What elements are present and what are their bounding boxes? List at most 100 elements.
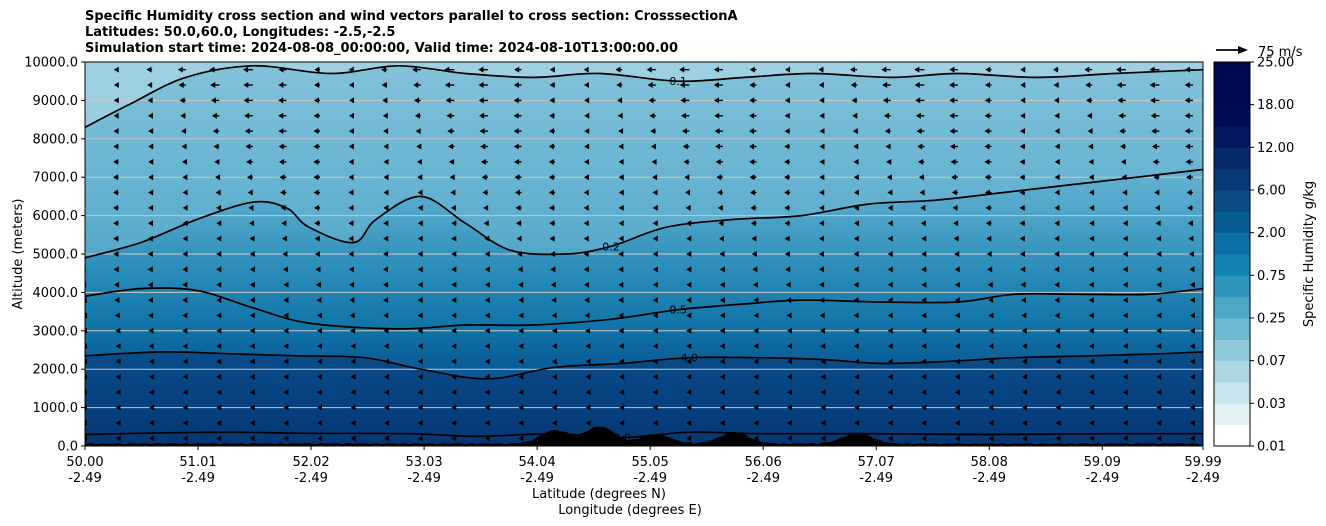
wind-vector bbox=[249, 419, 255, 426]
wind-vector bbox=[179, 97, 186, 104]
wind-vector bbox=[1156, 266, 1162, 273]
wind-vector bbox=[417, 404, 423, 411]
wind-vector bbox=[1122, 281, 1128, 288]
wind-vector bbox=[1089, 373, 1095, 380]
y-tick-label: 7000.0 bbox=[33, 171, 79, 186]
wind-vector bbox=[915, 112, 925, 119]
wind-vector bbox=[478, 82, 488, 89]
wind-vector bbox=[216, 343, 222, 350]
wind-vector bbox=[417, 266, 423, 273]
wind-vector bbox=[113, 128, 119, 135]
wind-vector bbox=[213, 143, 220, 150]
wind-vector bbox=[914, 66, 925, 73]
wind-vector bbox=[787, 373, 793, 380]
wind-vector bbox=[854, 373, 860, 380]
wind-vector bbox=[517, 266, 523, 273]
wind-vector bbox=[1122, 204, 1128, 211]
wind-vector bbox=[1088, 312, 1094, 319]
wind-vector bbox=[180, 112, 186, 119]
wind-vector bbox=[1021, 327, 1027, 334]
wind-vector bbox=[518, 297, 524, 304]
wind-vector bbox=[1088, 174, 1094, 181]
wind-vector bbox=[283, 435, 289, 442]
wind-vector bbox=[1156, 404, 1162, 411]
wind-vector bbox=[350, 404, 356, 411]
wind-vector bbox=[619, 404, 625, 411]
wind-vector bbox=[1054, 235, 1060, 242]
wind-vector bbox=[550, 281, 556, 288]
wind-vector bbox=[80, 236, 85, 242]
wind-vector bbox=[448, 143, 455, 150]
wind-vector bbox=[583, 174, 589, 181]
wind-vector bbox=[315, 251, 321, 257]
wind-vector bbox=[786, 327, 792, 334]
wind-vector bbox=[680, 97, 690, 104]
wind-vector bbox=[147, 82, 153, 89]
wind-vector bbox=[478, 97, 488, 104]
colorbar-swatch bbox=[1214, 403, 1250, 426]
wind-vector bbox=[784, 251, 791, 257]
quiver-key-arrowhead bbox=[1238, 46, 1248, 54]
wind-vector bbox=[619, 358, 625, 365]
wind-vector bbox=[652, 281, 658, 288]
wind-vector bbox=[585, 404, 591, 411]
wind-vector bbox=[1184, 128, 1193, 135]
wind-vector bbox=[149, 435, 155, 442]
wind-vector bbox=[182, 174, 188, 181]
wind-vector bbox=[317, 419, 323, 426]
wind-vector bbox=[413, 82, 421, 89]
wind-vector bbox=[1020, 266, 1026, 273]
wind-vector bbox=[216, 297, 222, 304]
wind-vector bbox=[686, 435, 692, 442]
colorbar-swatch bbox=[1214, 360, 1250, 383]
x-axis-label-longitude: Longitude (degrees E) bbox=[558, 503, 702, 518]
wind-vector bbox=[852, 112, 858, 119]
x-axis: 50.00-2.4951.01-2.4952.02-2.4953.03-2.49… bbox=[66, 446, 1222, 486]
wind-vector bbox=[950, 143, 958, 150]
wind-vector bbox=[585, 389, 591, 396]
wind-vector bbox=[149, 389, 155, 396]
wind-vector bbox=[850, 82, 858, 89]
wind-vector bbox=[483, 204, 489, 211]
wind-vector bbox=[246, 158, 253, 165]
wind-vector bbox=[113, 174, 119, 181]
wind-vector bbox=[1054, 281, 1060, 288]
wind-vector bbox=[919, 189, 925, 196]
wind-vector bbox=[484, 343, 490, 350]
wind-vector bbox=[984, 189, 992, 196]
wind-vector bbox=[550, 266, 556, 273]
wind-vector bbox=[652, 343, 658, 350]
wind-vector bbox=[551, 297, 557, 304]
wind-vector bbox=[549, 82, 556, 89]
wind-vector bbox=[78, 143, 85, 149]
wind-vector bbox=[787, 404, 793, 411]
wind-vector bbox=[1054, 327, 1060, 334]
wind-vector bbox=[1019, 128, 1026, 135]
wind-vector bbox=[652, 204, 658, 211]
wind-vector bbox=[819, 220, 825, 227]
wind-vector bbox=[819, 327, 825, 334]
wind-vector bbox=[115, 343, 121, 350]
wind-vector bbox=[1055, 358, 1061, 365]
wind-vector bbox=[649, 112, 656, 119]
wind-vector bbox=[887, 251, 893, 257]
contour-label: 0.2 bbox=[602, 240, 620, 253]
wind-vector bbox=[921, 404, 927, 411]
wind-vector bbox=[147, 235, 153, 242]
wind-vector bbox=[719, 373, 725, 380]
wind-vector bbox=[484, 358, 490, 365]
wind-vector bbox=[148, 189, 154, 196]
wind-vector bbox=[853, 235, 859, 242]
wind-vector bbox=[216, 327, 222, 334]
wind-vector bbox=[215, 189, 221, 196]
wind-vector bbox=[618, 327, 624, 334]
wind-vector bbox=[1088, 143, 1094, 150]
wind-vector bbox=[283, 389, 289, 396]
wind-vector bbox=[518, 373, 524, 380]
wind-vector bbox=[278, 112, 287, 119]
wind-vector bbox=[447, 128, 455, 135]
wind-vector bbox=[249, 343, 255, 350]
wind-vector bbox=[1087, 128, 1093, 135]
wind-vector bbox=[113, 220, 119, 227]
contour-label: 4.0 bbox=[681, 352, 699, 365]
